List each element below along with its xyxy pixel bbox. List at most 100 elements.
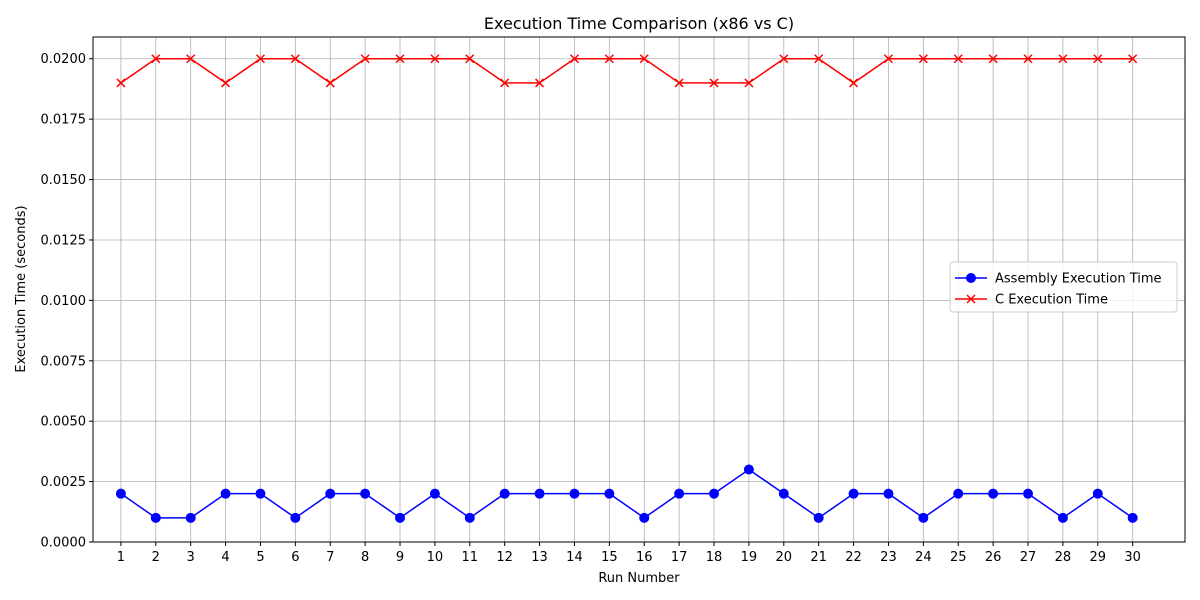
- assembly-data-point: [255, 488, 266, 499]
- series-layer: [115, 54, 1138, 523]
- x-tick-label: 27: [1020, 550, 1037, 565]
- x-tick-label: 5: [256, 550, 264, 565]
- y-tick-label: 0.0125: [41, 233, 87, 248]
- assembly-data-point: [534, 488, 545, 499]
- assembly-data-point: [709, 488, 720, 499]
- assembly-data-point: [639, 512, 650, 523]
- c-data-point: [255, 54, 265, 64]
- c-data-point: [1023, 54, 1033, 64]
- c-data-point: [430, 54, 440, 64]
- x-tick-label: 2: [152, 550, 160, 565]
- c-data-point: [814, 54, 824, 64]
- x-tick-label: 28: [1055, 550, 1072, 565]
- c-data-point: [1093, 54, 1103, 64]
- assembly-data-point: [848, 488, 859, 499]
- assembly-data-point: [1092, 488, 1103, 499]
- y-tick-label: 0.0050: [41, 415, 87, 430]
- x-axis-ticks: 1 2 3 4 5 6 7 8 9 10 11 12 13 14 15 16 17 18 19 20 21 22 23 24 2…: [117, 542, 1141, 565]
- c-data-point: [290, 54, 300, 64]
- assembly-data-point: [360, 488, 371, 499]
- c-data-point: [849, 78, 859, 88]
- x-tick-label: 21: [810, 550, 827, 565]
- assembly-data-point: [115, 488, 126, 499]
- x-tick-label: 17: [671, 550, 688, 565]
- x-tick-label: 20: [776, 550, 793, 565]
- c-data-point: [674, 78, 684, 88]
- assembly-data-point: [429, 488, 440, 499]
- c-data-point: [465, 54, 475, 64]
- assembly-data-point: [464, 512, 475, 523]
- x-tick-label: 1: [117, 550, 125, 565]
- y-axis-label: Execution Time (seconds): [14, 205, 29, 372]
- x-tick-label: 19: [741, 550, 758, 565]
- y-tick-label: 0.0150: [41, 173, 87, 188]
- c-data-point: [918, 54, 928, 64]
- assembly-data-point: [883, 488, 894, 499]
- assembly-data-point: [604, 488, 615, 499]
- y-tick-label: 0.0200: [41, 52, 87, 67]
- assembly-data-point: [813, 512, 824, 523]
- legend-c-marker: [966, 294, 976, 304]
- c-data-point: [221, 78, 231, 88]
- c-data-point: [151, 54, 161, 64]
- plot-frame: [92, 36, 1186, 543]
- assembly-data-point: [988, 488, 999, 499]
- x-tick-label: 12: [496, 550, 513, 565]
- x-tick-label: 23: [880, 550, 897, 565]
- x-tick-label: 8: [361, 550, 369, 565]
- y-tick-label: 0.0075: [41, 354, 87, 369]
- assembly-data-point: [220, 488, 231, 499]
- x-tick-label: 4: [221, 550, 229, 565]
- c-data-point: [116, 78, 126, 88]
- x-tick-label: 3: [187, 550, 195, 565]
- x-tick-label: 6: [291, 550, 299, 565]
- c-series-line: [120, 57, 1133, 84]
- y-tick-label: 0.0000: [41, 536, 87, 551]
- c-data-point: [325, 78, 335, 88]
- x-tick-label: 18: [706, 550, 723, 565]
- legend-box: [949, 261, 1178, 313]
- legend-assembly-label: Assembly Execution Time: [995, 272, 1162, 287]
- y-axis-ticks: 0.0000 0.0025 0.0050 0.0075 0.0100 0.0125 0.01…: [41, 52, 93, 551]
- x-tick-label: 24: [915, 550, 932, 565]
- c-data-point: [535, 78, 545, 88]
- x-tick-label: 11: [462, 550, 479, 565]
- assembly-data-point: [395, 512, 406, 523]
- chart-title: Execution Time Comparison (x86 vs C): [484, 14, 794, 33]
- assembly-data-point: [325, 488, 336, 499]
- x-tick-label: 7: [326, 550, 334, 565]
- y-tick-label: 0.0175: [41, 113, 87, 128]
- c-data-point: [709, 78, 719, 88]
- c-data-point: [186, 54, 196, 64]
- c-data-point: [744, 78, 754, 88]
- x-tick-label: 29: [1090, 550, 1107, 565]
- x-tick-label: 10: [427, 550, 444, 565]
- x-tick-label: 15: [601, 550, 618, 565]
- c-data-point: [500, 78, 510, 88]
- x-tick-label: 22: [845, 550, 862, 565]
- c-data-point: [1058, 54, 1068, 64]
- assembly-data-point: [1023, 488, 1034, 499]
- legend-c-label: C Execution Time: [995, 293, 1108, 308]
- c-data-point: [779, 54, 789, 64]
- c-data-point: [1128, 54, 1138, 64]
- c-data-point: [569, 54, 579, 64]
- assembly-data-point: [674, 488, 685, 499]
- x-tick-label: 25: [950, 550, 967, 565]
- x-axis-label: Run Number: [598, 571, 680, 586]
- assembly-data-point: [1057, 512, 1068, 523]
- c-data-point: [360, 54, 370, 64]
- assembly-data-point: [185, 512, 196, 523]
- y-tick-label: 0.0100: [41, 294, 87, 309]
- c-data-point: [604, 54, 614, 64]
- c-data-point: [988, 54, 998, 64]
- y-tick-label: 0.0025: [41, 475, 87, 490]
- assembly-data-point: [778, 488, 789, 499]
- x-tick-label: 30: [1124, 550, 1141, 565]
- assembly-data-point: [743, 464, 754, 475]
- x-tick-label: 13: [531, 550, 548, 565]
- assembly-data-point: [569, 488, 580, 499]
- c-data-point: [395, 54, 405, 64]
- x-tick-label: 26: [985, 550, 1002, 565]
